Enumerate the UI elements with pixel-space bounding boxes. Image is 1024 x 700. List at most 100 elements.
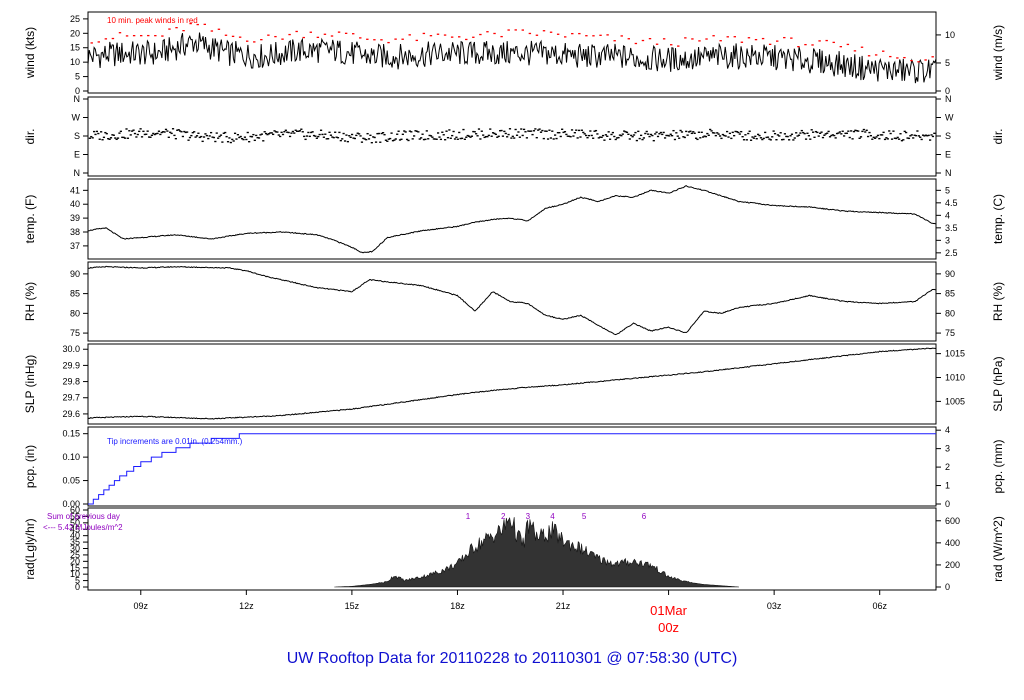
dir-point: [132, 129, 135, 131]
dir-point: [153, 133, 156, 136]
dir-point: [769, 139, 772, 141]
dir-point: [782, 138, 785, 141]
dir-point: [377, 132, 380, 135]
rad-ytick-right-label: 400: [945, 538, 960, 548]
wind-peak-dot: [139, 35, 143, 37]
dir-point: [835, 132, 839, 135]
dir-point: [890, 138, 894, 140]
wind-peak-dot: [846, 43, 850, 46]
dir-point: [482, 134, 485, 136]
dir-point: [662, 131, 665, 134]
dir-ytick-left-label: N: [74, 168, 81, 178]
dir-point: [754, 135, 757, 138]
rad-marker-label: 3: [526, 512, 531, 521]
dir-point: [211, 136, 214, 138]
dir-point: [648, 135, 651, 138]
pcp-ytick-left-label: 0.10: [62, 452, 80, 462]
dir-point: [288, 135, 292, 138]
dir-point: [758, 134, 761, 137]
wind-peak-dot: [422, 32, 426, 35]
wind-peak-dot: [818, 40, 821, 42]
dir-point: [245, 138, 248, 141]
dir-point: [912, 137, 915, 139]
dir-point: [446, 136, 450, 139]
dir-point: [219, 134, 223, 136]
dir-point: [913, 134, 916, 136]
rad-ytick-left-label: 50: [70, 518, 80, 528]
dir-point: [623, 130, 626, 132]
dir-point: [413, 135, 416, 137]
dir-point: [88, 137, 91, 139]
dir-point: [611, 131, 615, 134]
dir-point: [699, 137, 702, 139]
dir-point: [723, 134, 726, 137]
rad-ytick-left-label: 35: [70, 537, 80, 547]
dir-point: [187, 139, 190, 141]
dir-point: [697, 131, 701, 133]
dir-point: [735, 131, 739, 133]
dir-point: [305, 135, 309, 137]
rh-ylabel-right: RH (%): [991, 282, 1005, 321]
dir-point: [744, 134, 747, 136]
x-tick-label: 21z: [556, 601, 571, 611]
dir-point: [181, 135, 185, 138]
wind-peak-dot: [564, 36, 567, 38]
dir-point: [740, 130, 743, 133]
rad-marker-label: 1: [466, 512, 471, 521]
dir-point: [733, 134, 736, 137]
wind-peak-dot: [253, 41, 256, 43]
dir-point: [290, 132, 293, 134]
wind-peak-dot: [627, 38, 631, 40]
dir-point: [136, 133, 139, 136]
dir-point: [834, 137, 837, 139]
dir-point: [897, 138, 901, 140]
dir-point: [796, 135, 799, 137]
wind-peak-dot: [556, 33, 560, 35]
dir-point: [855, 130, 858, 132]
wind-peak-dot: [578, 32, 581, 35]
dir-point: [348, 135, 351, 137]
wind-peak-dot: [733, 36, 737, 38]
dir-point: [895, 137, 898, 140]
dir-point: [453, 138, 457, 140]
dir-point: [919, 136, 922, 138]
dir-point: [403, 130, 406, 132]
rad-annotation-1: Sum of previous day: [47, 512, 120, 521]
dir-point: [742, 139, 746, 141]
rad-ytick-right-label: 0: [945, 582, 950, 592]
dir-point: [635, 139, 638, 142]
dir-point: [654, 133, 657, 135]
wind-peak-dot: [874, 54, 878, 56]
dir-point: [778, 135, 781, 137]
dir-point: [272, 133, 275, 136]
dir-point: [287, 131, 290, 134]
wind-peak-dot: [366, 38, 369, 40]
rh-series-line: [87, 265, 937, 336]
wind-peak-dot: [535, 34, 539, 36]
wind-peak-dot: [224, 34, 228, 36]
dir-point: [590, 134, 593, 137]
dir-point: [435, 138, 438, 140]
rh-ytick-right-label: 75: [945, 328, 955, 338]
dir-point: [789, 135, 792, 137]
dir-point: [212, 136, 216, 139]
dir-point: [142, 130, 145, 133]
temp-ytick-left-label: 39: [70, 213, 80, 223]
slp-ylabel-right: SLP (hPa): [991, 356, 1005, 411]
dir-point: [311, 131, 314, 133]
rad-marker-label: 6: [642, 512, 647, 521]
dir-point: [427, 138, 430, 140]
wind-series-line: [87, 32, 937, 84]
dir-point: [486, 135, 489, 138]
dir-point: [658, 133, 661, 135]
wind-ytick-right-label: 5: [945, 58, 950, 68]
dir-point: [255, 134, 258, 137]
slp-ylabel-left: SLP (inHg): [23, 355, 37, 413]
dir-point: [857, 130, 860, 132]
dir-point: [696, 138, 699, 141]
dir-point: [541, 129, 544, 132]
wind-peak-dot: [804, 43, 807, 46]
dir-point: [263, 131, 266, 133]
dir-point: [441, 131, 444, 133]
dir-point: [421, 133, 424, 135]
